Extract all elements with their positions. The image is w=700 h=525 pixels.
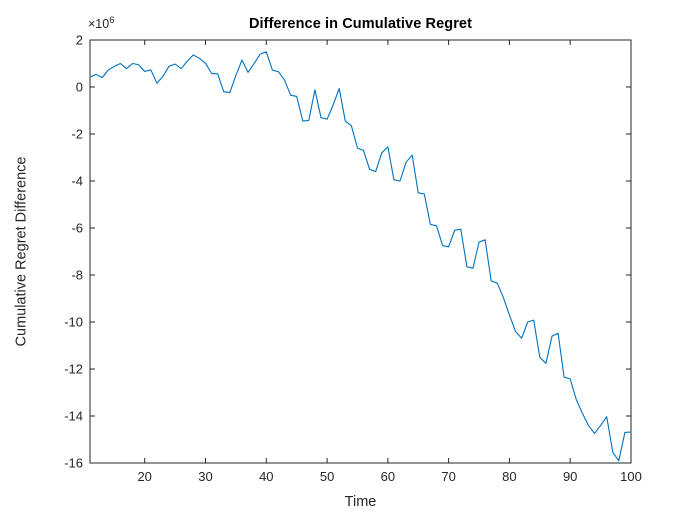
- x-tick-label: 80: [502, 469, 516, 484]
- x-tick-label: 60: [381, 469, 395, 484]
- axes-box: [89, 39, 632, 464]
- y-axis-exponent-power: 6: [109, 14, 115, 26]
- y-tick-label: -10: [64, 315, 83, 330]
- x-axis-label: Time: [344, 494, 377, 510]
- y-tick-label: 2: [76, 33, 83, 48]
- chart-title: Difference in Cumulative Regret: [248, 16, 473, 32]
- y-tick-label: -6: [71, 221, 83, 236]
- y-axis-exponent-base: ×10: [88, 17, 110, 31]
- x-tick-label: 100: [620, 469, 642, 484]
- y-axis-exponent-label: ×106: [88, 14, 115, 31]
- y-tick-label: 0: [76, 80, 83, 95]
- y-tick-label: -8: [71, 268, 83, 283]
- x-tick-label: 20: [137, 469, 151, 484]
- x-tick-label: 30: [198, 469, 212, 484]
- y-tick-label: -16: [64, 456, 83, 471]
- y-tick-label: -2: [71, 127, 83, 142]
- x-tick-label: 90: [563, 469, 577, 484]
- regret-difference-line: [89, 51, 632, 462]
- x-tick-label: 70: [441, 469, 455, 484]
- x-tick-label: 40: [259, 469, 273, 484]
- y-tick-label: -12: [64, 362, 83, 377]
- y-tick-label: -14: [64, 409, 83, 424]
- y-tick-label: -4: [71, 174, 83, 189]
- x-tick-label: 50: [320, 469, 334, 484]
